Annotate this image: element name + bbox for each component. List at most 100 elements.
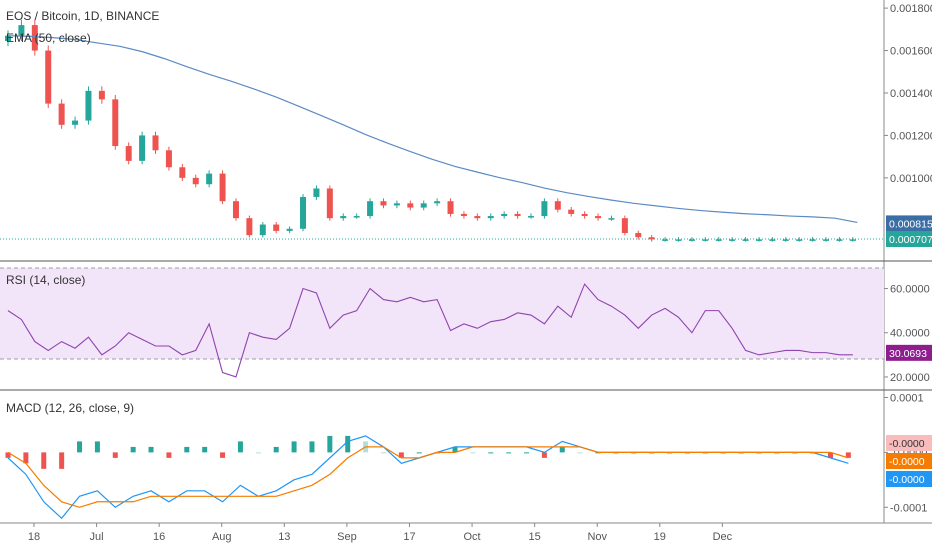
- candle[interactable]: [206, 173, 213, 185]
- macd-histogram-bar[interactable]: [398, 452, 404, 458]
- macd-histogram-bar[interactable]: [273, 446, 279, 453]
- macd-histogram-bar[interactable]: [845, 452, 851, 458]
- candle[interactable]: [420, 203, 427, 208]
- candle[interactable]: [259, 224, 266, 236]
- candle[interactable]: [300, 196, 307, 229]
- candle[interactable]: [72, 120, 79, 125]
- candle[interactable]: [581, 213, 588, 217]
- candle[interactable]: [112, 99, 119, 147]
- candle[interactable]: [662, 239, 669, 241]
- macd-histogram-bar[interactable]: [827, 452, 833, 458]
- macd-histogram-bar[interactable]: [255, 452, 261, 454]
- macd-histogram-bar[interactable]: [541, 452, 547, 458]
- candle[interactable]: [219, 173, 226, 202]
- macd-histogram-bar[interactable]: [470, 452, 476, 454]
- macd-histogram-bar[interactable]: [148, 446, 154, 453]
- candle[interactable]: [621, 218, 628, 234]
- macd-histogram-bar[interactable]: [416, 452, 422, 454]
- candle[interactable]: [326, 188, 333, 219]
- candle[interactable]: [809, 239, 816, 241]
- candle[interactable]: [367, 201, 374, 217]
- candle[interactable]: [286, 228, 293, 231]
- candle[interactable]: [5, 35, 11, 42]
- macd-histogram-bar[interactable]: [488, 452, 494, 454]
- macd-histogram-bar[interactable]: [237, 441, 243, 453]
- macd-histogram-bar[interactable]: [59, 452, 65, 469]
- candle[interactable]: [232, 201, 239, 219]
- macd-histogram-bar[interactable]: [41, 452, 47, 469]
- candle[interactable]: [514, 213, 521, 217]
- candle[interactable]: [782, 239, 789, 241]
- candle[interactable]: [474, 216, 481, 219]
- rsi-pane[interactable]: [7, 283, 853, 378]
- candle[interactable]: [380, 201, 387, 206]
- candle[interactable]: [769, 239, 776, 241]
- candle[interactable]: [568, 209, 575, 214]
- candle[interactable]: [179, 167, 186, 178]
- macd-histogram-bar[interactable]: [166, 452, 172, 458]
- candle[interactable]: [648, 237, 655, 240]
- symbol-title[interactable]: EOS / Bitcoin, 1D, BINANCE: [6, 9, 159, 23]
- macd-histogram-bar[interactable]: [309, 441, 315, 453]
- macd-histogram-bar[interactable]: [5, 452, 11, 458]
- macd-histogram-bar[interactable]: [327, 435, 333, 453]
- candle[interactable]: [393, 203, 400, 206]
- rsi-line[interactable]: [7, 283, 853, 378]
- signal-line[interactable]: [7, 446, 849, 508]
- macd-histogram-bar[interactable]: [202, 446, 208, 453]
- candle[interactable]: [353, 216, 360, 218]
- price-pane[interactable]: [5, 19, 858, 242]
- candle[interactable]: [702, 239, 709, 241]
- candle[interactable]: [98, 90, 105, 100]
- macd-histogram-bar[interactable]: [112, 452, 118, 458]
- candle[interactable]: [849, 239, 856, 241]
- candle[interactable]: [460, 213, 467, 217]
- candle[interactable]: [635, 233, 642, 238]
- candle[interactable]: [313, 188, 320, 197]
- candle[interactable]: [139, 135, 146, 161]
- candle[interactable]: [796, 239, 803, 241]
- macd-legend[interactable]: MACD (12, 26, close, 9): [6, 401, 134, 415]
- candle[interactable]: [688, 239, 695, 241]
- candle[interactable]: [487, 216, 494, 219]
- candle[interactable]: [18, 25, 25, 36]
- candle[interactable]: [85, 90, 92, 121]
- candle[interactable]: [742, 239, 749, 241]
- macd-histogram-bar[interactable]: [559, 446, 565, 453]
- macd-histogram-bar[interactable]: [577, 452, 583, 454]
- macd-histogram-bar[interactable]: [291, 441, 297, 453]
- candle[interactable]: [501, 213, 508, 217]
- rsi-legend[interactable]: RSI (14, close): [6, 273, 85, 287]
- macd-histogram-bar[interactable]: [506, 452, 512, 454]
- macd-histogram-bar[interactable]: [184, 446, 190, 453]
- macd-histogram-bar[interactable]: [94, 441, 100, 453]
- candle[interactable]: [31, 25, 38, 51]
- candle[interactable]: [58, 103, 65, 125]
- candle[interactable]: [554, 201, 561, 210]
- macd-histogram-bar[interactable]: [345, 435, 351, 453]
- macd-histogram-bar[interactable]: [220, 452, 226, 458]
- candle[interactable]: [715, 239, 722, 241]
- time-axis[interactable]: 18 Jul 16 Aug 13 Sep 17 Oct 15 Nov 19 Dec: [28, 523, 733, 543]
- ema-legend[interactable]: EMA (50, close): [6, 31, 91, 45]
- macd-histogram-bar[interactable]: [524, 452, 530, 454]
- candle[interactable]: [273, 224, 280, 231]
- candle[interactable]: [675, 239, 682, 241]
- candle[interactable]: [729, 239, 736, 241]
- candle[interactable]: [246, 218, 253, 236]
- candle[interactable]: [407, 203, 414, 208]
- candle[interactable]: [152, 135, 159, 151]
- candle[interactable]: [340, 216, 347, 219]
- candle[interactable]: [595, 216, 602, 219]
- candle[interactable]: [434, 201, 441, 204]
- macd-histogram-bar[interactable]: [130, 446, 136, 453]
- macd-pane[interactable]: [5, 435, 851, 520]
- candle[interactable]: [836, 239, 843, 241]
- candle[interactable]: [755, 239, 762, 241]
- macd-histogram-bar[interactable]: [452, 446, 458, 453]
- ema-line[interactable]: [7, 35, 858, 224]
- candle[interactable]: [125, 146, 132, 161]
- candle[interactable]: [447, 201, 454, 214]
